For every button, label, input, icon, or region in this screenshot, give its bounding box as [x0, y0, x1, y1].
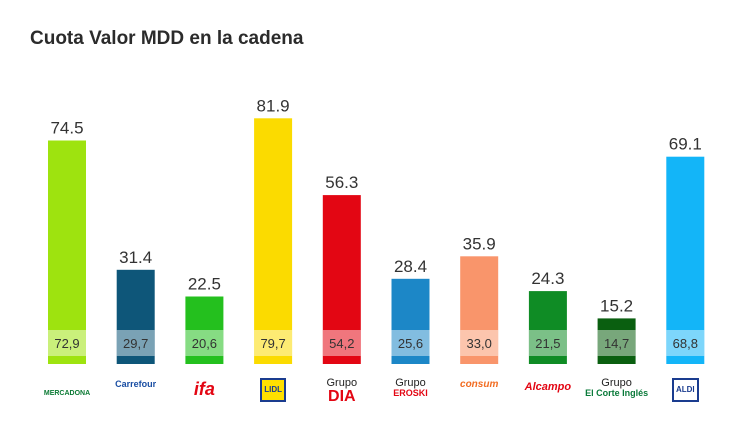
secondary-label-lidl: 79,7	[260, 336, 285, 351]
secondary-label-ifa: 20,6	[192, 336, 217, 351]
secondary-label-grupo-el-corte-ingl-s: 14,7	[604, 336, 629, 351]
el-corte-ingles-icon: Grupo El Corte Inglés	[580, 378, 654, 398]
secondary-label-consum: 33,0	[467, 336, 492, 351]
carrefour-icon: Carrefour	[99, 378, 173, 389]
value-label-consum: 35.9	[463, 234, 496, 253]
value-label-aldi: 69.1	[669, 135, 702, 154]
secondary-label-mercadona: 72,9	[54, 336, 79, 351]
value-label-grupo-el-corte-ingl-s: 15.2	[600, 296, 633, 315]
secondary-label-aldi: 68,8	[673, 336, 698, 351]
lidl-icon: LIDL	[236, 378, 310, 402]
mercadona-icon: MERCADONA	[30, 378, 104, 397]
value-label-ifa: 22.5	[188, 275, 221, 294]
value-label-carrefour: 31.4	[119, 248, 152, 267]
alcampo-icon: Alcampo	[511, 378, 585, 393]
value-label-grupo-dia: 56.3	[325, 173, 358, 192]
bar-chart: 74.5 72,9 31.4 29,7 22.5 20,6 81.9 79,7 56.3 54,2…	[0, 0, 743, 433]
dia-icon: Grupo DIA	[305, 378, 379, 405]
value-label-alcampo: 24.3	[531, 269, 564, 288]
bar-lidl	[254, 118, 292, 364]
secondary-label-alcampo: 21,5	[535, 336, 560, 351]
secondary-label-carrefour: 29,7	[123, 336, 148, 351]
consum-icon: consum	[442, 378, 516, 390]
value-label-mercadona: 74.5	[50, 119, 83, 138]
value-label-grupo-eroski: 28.4	[394, 257, 427, 276]
aldi-icon: ALDI	[648, 378, 722, 402]
secondary-label-grupo-eroski: 25,6	[398, 336, 423, 351]
eroski-icon: Grupo EROSKI	[374, 378, 448, 398]
secondary-label-grupo-dia: 54,2	[329, 336, 354, 351]
ifa-icon: ifa	[167, 378, 241, 398]
value-label-lidl: 81.9	[257, 96, 290, 115]
